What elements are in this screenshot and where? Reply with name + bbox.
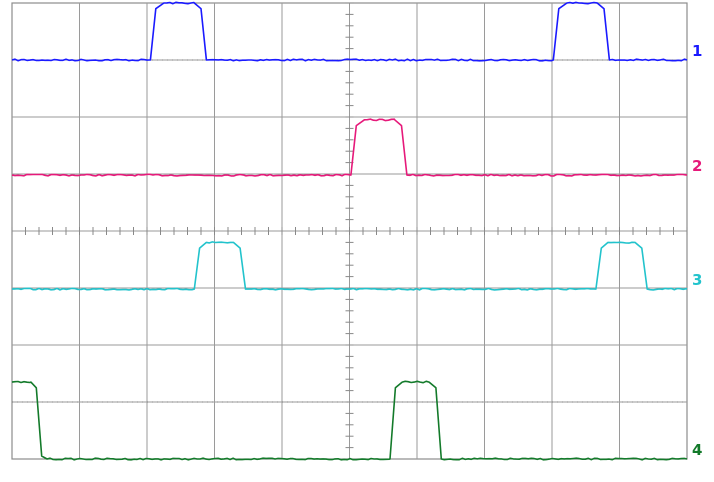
channel-label-3: 3 — [692, 271, 702, 289]
trace-channel-3 — [11, 241, 688, 291]
channel-label-4: 4 — [692, 441, 702, 459]
channel-label-1: 1 — [692, 42, 702, 60]
channel-labels: 1 2 3 4 — [692, 42, 702, 459]
trace-channel-2 — [11, 118, 688, 177]
graticule — [11, 2, 688, 460]
channel-label-2: 2 — [692, 157, 702, 175]
trace-channel-1 — [11, 1, 688, 62]
traces — [11, 1, 688, 461]
trace-channel-4 — [11, 380, 688, 461]
